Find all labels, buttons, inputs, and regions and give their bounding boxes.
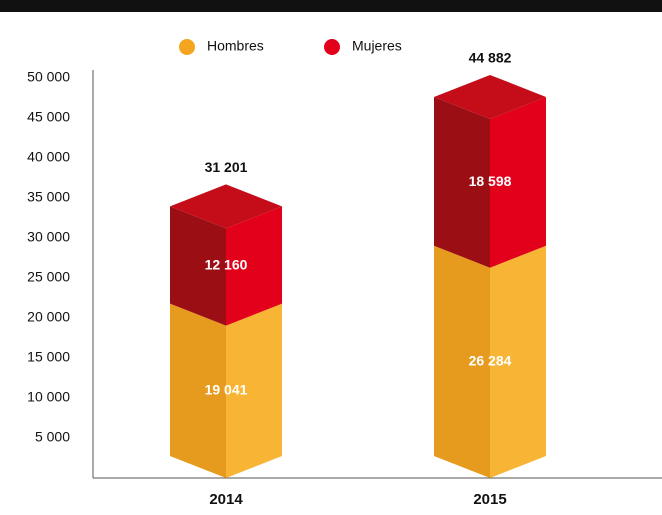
total-label: 44 882 (469, 50, 512, 66)
y-tick-label: 15 000 (27, 349, 70, 365)
y-tick-label: 5 000 (35, 429, 70, 445)
bar-right-face (490, 96, 546, 268)
value-label: 26 284 (469, 353, 512, 369)
bar-left-face (434, 245, 490, 478)
top-band (0, 0, 662, 12)
legend-label: Mujeres (352, 38, 402, 54)
bar-left-face (170, 303, 226, 478)
y-tick-label: 20 000 (27, 309, 70, 325)
bar-top-face (170, 184, 282, 229)
y-tick-label: 25 000 (27, 269, 70, 285)
legend-label: Hombres (207, 38, 264, 54)
value-label: 18 598 (469, 173, 512, 189)
y-tick-label: 40 000 (27, 149, 70, 165)
bar-left-face (434, 96, 490, 268)
bar-left-face (170, 206, 226, 326)
y-tick-label: 50 000 (27, 69, 70, 85)
bar-right-face (226, 206, 282, 326)
y-tick-label: 30 000 (27, 229, 70, 245)
legend-swatch (324, 39, 340, 55)
bar-right-face (490, 245, 546, 478)
y-tick-label: 10 000 (27, 389, 70, 405)
y-tick-label: 35 000 (27, 189, 70, 205)
x-tick-label: 2015 (473, 491, 506, 508)
bar-top-face (434, 74, 546, 119)
value-label: 12 160 (205, 257, 248, 273)
y-tick-label: 45 000 (27, 109, 70, 125)
value-label: 19 041 (205, 382, 248, 398)
bar-right-face (226, 303, 282, 478)
total-label: 31 201 (205, 159, 248, 175)
legend-swatch (179, 39, 195, 55)
x-tick-label: 2014 (209, 491, 243, 508)
